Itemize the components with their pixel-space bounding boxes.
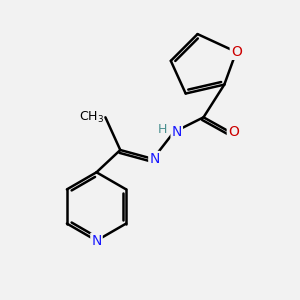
Text: N: N bbox=[149, 152, 160, 166]
Text: N: N bbox=[91, 234, 102, 248]
Text: H: H bbox=[158, 123, 167, 136]
Text: N: N bbox=[172, 125, 182, 139]
Text: O: O bbox=[231, 45, 242, 59]
Text: O: O bbox=[228, 125, 239, 139]
Text: CH$_3$: CH$_3$ bbox=[79, 110, 104, 125]
